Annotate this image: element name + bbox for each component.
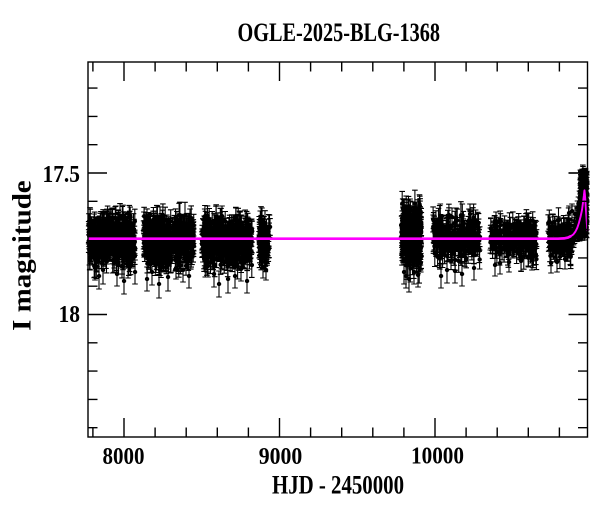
svg-text:OGLE-2025-BLG-1368: OGLE-2025-BLG-1368 [238, 18, 441, 47]
svg-text:HJD - 2450000: HJD - 2450000 [272, 471, 404, 500]
svg-text:9000: 9000 [259, 444, 303, 470]
svg-text:I magnitude: I magnitude [7, 180, 36, 331]
svg-text:8000: 8000 [103, 444, 145, 470]
svg-text:10000: 10000 [411, 444, 464, 470]
svg-text:17.5: 17.5 [43, 162, 81, 188]
svg-text:18: 18 [59, 302, 81, 328]
